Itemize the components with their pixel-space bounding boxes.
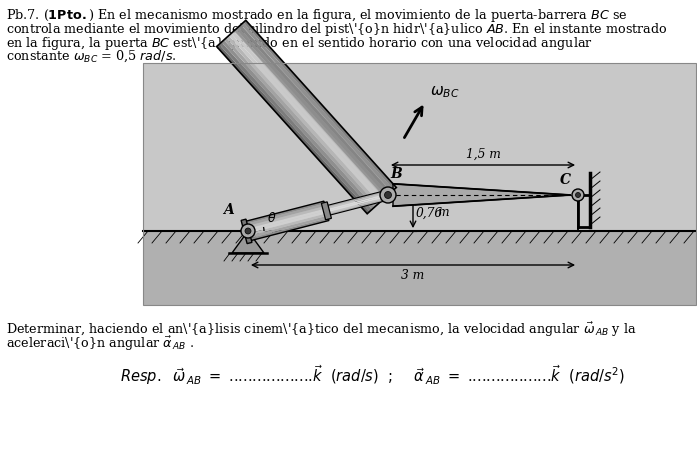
Text: constante $\omega_{\mathit{BC}}$ = 0,5 $\mathit{rad/s}$.: constante $\omega_{\mathit{BC}}$ = 0,5 $… bbox=[6, 49, 177, 64]
Text: C: C bbox=[560, 173, 571, 187]
Polygon shape bbox=[247, 206, 325, 229]
Text: aceleraci\'{o}n angular $\vec{\alpha}_{\,AB}$ .: aceleraci\'{o}n angular $\vec{\alpha}_{\… bbox=[6, 335, 194, 353]
Circle shape bbox=[576, 193, 581, 198]
Text: controla mediante el movimiento del cilindro del pist\'{o}n hidr\'{a}ulico $\mat: controla mediante el movimiento del cili… bbox=[6, 21, 668, 38]
Circle shape bbox=[380, 187, 396, 203]
Polygon shape bbox=[232, 231, 264, 253]
Text: 0,76: 0,76 bbox=[416, 206, 443, 219]
Polygon shape bbox=[233, 29, 387, 199]
Polygon shape bbox=[250, 218, 329, 241]
Polygon shape bbox=[219, 42, 372, 212]
Text: Determinar, haciendo el an\'{a}lisis cinem\'{a}tico del mecanismo, la velocidad : Determinar, haciendo el an\'{a}lisis cin… bbox=[6, 321, 636, 339]
Bar bbox=[143, 63, 696, 305]
Bar bbox=[143, 231, 696, 305]
Polygon shape bbox=[249, 213, 328, 236]
Circle shape bbox=[241, 224, 255, 238]
Text: en la figura, la puerta $\mathit{BC}$ est\'{a} girando en el sentido horario con: en la figura, la puerta $\mathit{BC}$ es… bbox=[6, 35, 593, 52]
Polygon shape bbox=[234, 25, 391, 198]
Text: m: m bbox=[437, 206, 449, 219]
Circle shape bbox=[572, 189, 584, 201]
Polygon shape bbox=[325, 190, 387, 207]
Polygon shape bbox=[217, 44, 369, 214]
Polygon shape bbox=[224, 38, 377, 207]
Circle shape bbox=[385, 192, 392, 199]
Polygon shape bbox=[243, 20, 397, 190]
Text: Pb.7. ($\mathbf{1Pto.}$) En el mecanismo mostrado en la figura, el movimiento de: Pb.7. ($\mathbf{1Pto.}$) En el mecanismo… bbox=[6, 7, 627, 24]
Polygon shape bbox=[241, 23, 394, 192]
Polygon shape bbox=[393, 184, 570, 206]
Text: $\theta$: $\theta$ bbox=[267, 211, 277, 225]
Text: 1,5 m: 1,5 m bbox=[466, 148, 500, 161]
Polygon shape bbox=[238, 25, 392, 194]
Text: B: B bbox=[390, 167, 401, 181]
Polygon shape bbox=[231, 31, 384, 200]
Polygon shape bbox=[236, 27, 389, 196]
Polygon shape bbox=[229, 33, 382, 203]
Text: $\mathit{Resp.}$  $\vec{\omega}_{\,AB}$ $= $ ..................$\vec{k}$  $\math: $\mathit{Resp.}$ $\vec{\omega}_{\,AB}$ $… bbox=[120, 363, 625, 387]
Polygon shape bbox=[321, 202, 331, 220]
Polygon shape bbox=[247, 208, 326, 231]
Polygon shape bbox=[222, 40, 374, 209]
Circle shape bbox=[245, 228, 251, 234]
Polygon shape bbox=[250, 216, 328, 238]
Polygon shape bbox=[326, 194, 388, 211]
Polygon shape bbox=[325, 192, 388, 209]
Polygon shape bbox=[245, 201, 325, 224]
Polygon shape bbox=[248, 211, 327, 233]
Text: $\omega_{BC}$: $\omega_{BC}$ bbox=[430, 84, 459, 100]
Text: A: A bbox=[223, 203, 234, 217]
Polygon shape bbox=[246, 204, 325, 226]
Polygon shape bbox=[227, 36, 379, 205]
Text: 3 m: 3 m bbox=[401, 269, 424, 282]
Bar bbox=[143, 63, 696, 305]
Polygon shape bbox=[327, 197, 389, 214]
Polygon shape bbox=[241, 219, 252, 244]
Polygon shape bbox=[326, 195, 388, 213]
Polygon shape bbox=[327, 198, 389, 216]
